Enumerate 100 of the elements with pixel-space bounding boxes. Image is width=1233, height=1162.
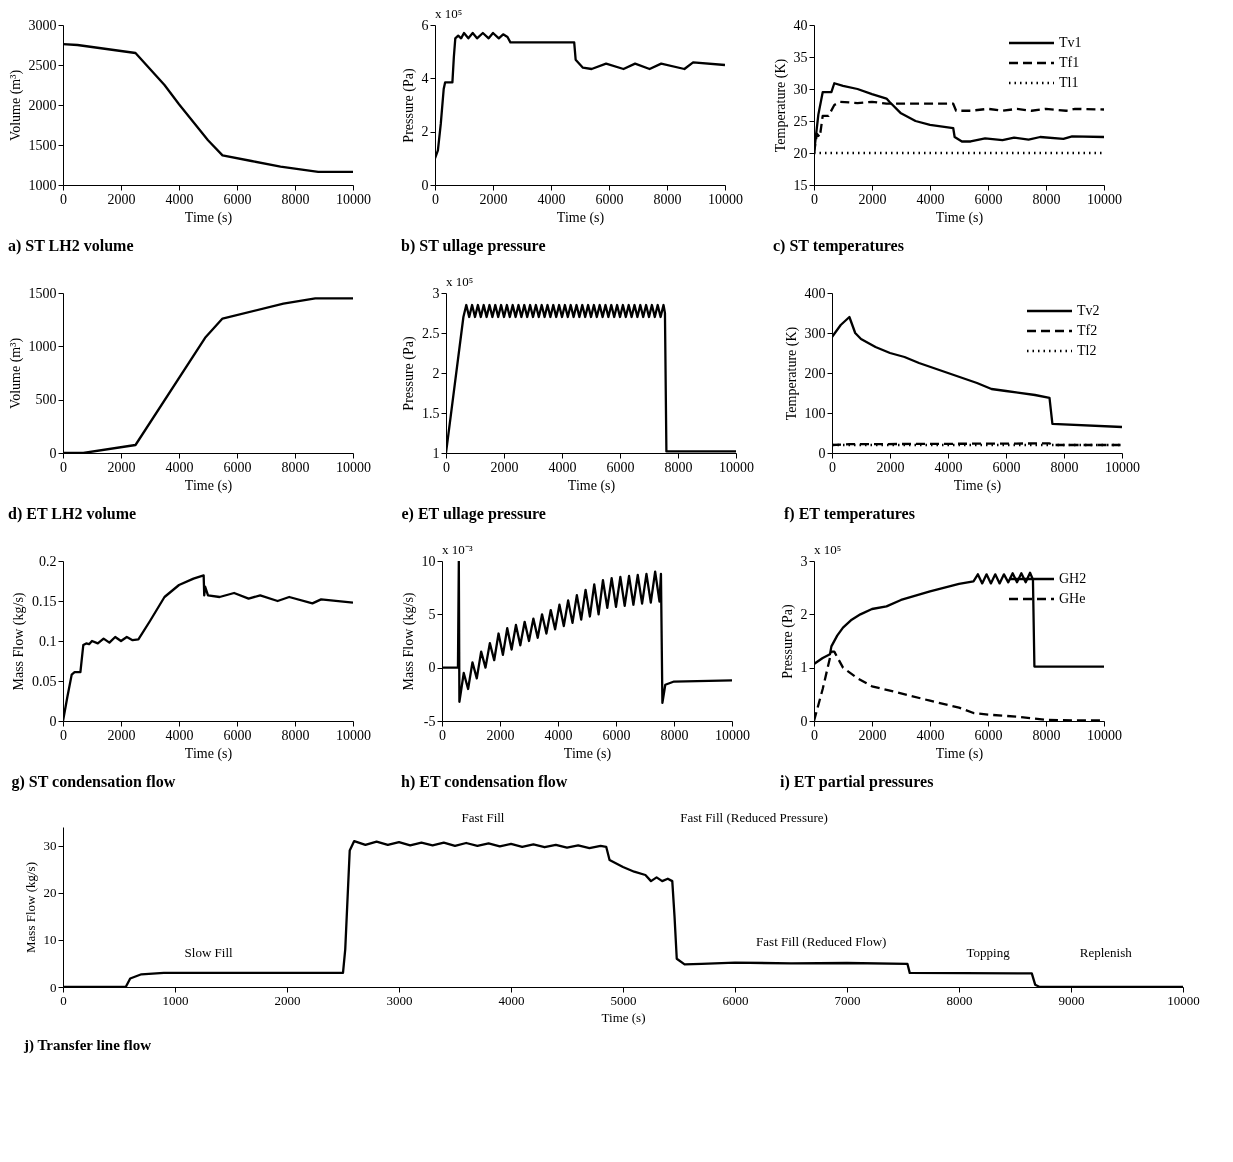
y-tick-label: 0 xyxy=(49,713,57,729)
y-tick-label: 1000 xyxy=(28,177,57,193)
y-axis-title: Pressure (Pa) xyxy=(401,336,417,411)
y-tick-label: 10 xyxy=(43,932,57,948)
x-tick-label: 10000 xyxy=(708,191,743,207)
y-tick-label: 100 xyxy=(804,405,826,421)
x-tick-label: 10000 xyxy=(336,727,371,743)
y-tick-label: 40 xyxy=(793,17,808,33)
x-axis-title: Time (s) xyxy=(556,209,605,226)
y-tick-label: 6 xyxy=(421,17,429,33)
x-tick-label: 9000 xyxy=(1058,992,1085,1008)
y-tick-label: 3 xyxy=(432,285,440,301)
text: a) ST LH2 volume xyxy=(8,237,134,255)
x-tick-label: 4000 xyxy=(548,459,577,475)
y-tick-label: 20 xyxy=(793,145,808,161)
x-axis-title: Time (s) xyxy=(184,745,233,762)
x-tick-label: 8000 xyxy=(660,727,689,743)
y-tick-label: 2 xyxy=(800,606,808,622)
y-tick-label: 3 xyxy=(800,553,808,569)
y-tick-label: 30 xyxy=(43,838,57,854)
x-tick-label: 6000 xyxy=(223,727,252,743)
y-tick-label: 2.5 xyxy=(422,325,440,341)
x-tick-label: 8000 xyxy=(664,459,693,475)
x-tick-label: 10000 xyxy=(1087,191,1122,207)
x-tick-label: 10000 xyxy=(715,727,750,743)
x-tick-label: 0 xyxy=(60,191,67,207)
x-tick-label: 6000 xyxy=(602,727,631,743)
y-tick-label: 0 xyxy=(49,445,57,461)
legend-label: Tf2 xyxy=(1077,323,1098,338)
y-axis-title: Temperature (K) xyxy=(783,326,800,421)
x-tick-label: 0 xyxy=(829,459,836,475)
x-tick-label: 0 xyxy=(60,992,67,1008)
x-tick-label: 7000 xyxy=(834,992,861,1008)
y-axis-title: Volume (m³) xyxy=(7,337,24,410)
legend-label: Tl1 xyxy=(1059,75,1079,90)
x-tick-label: 8000 xyxy=(1032,191,1061,207)
text: e) ET ullage pressure xyxy=(401,505,546,523)
text: Fast Fill (Reduced Pressure) xyxy=(680,810,828,826)
x-tick-label: 2000 xyxy=(274,992,301,1008)
y-axis-title: Mass Flow (kg/s) xyxy=(11,592,27,691)
text: Fast Fill xyxy=(461,810,505,826)
y-tick-label: 1500 xyxy=(28,137,57,153)
y-tick-label: 200 xyxy=(804,365,826,381)
x-tick-label: 8000 xyxy=(653,191,682,207)
x-tick-label: 2000 xyxy=(479,191,508,207)
y-tick-label: 3000 xyxy=(28,17,57,33)
x-axis-title: Time (s) xyxy=(184,477,233,494)
x-tick-label: 8000 xyxy=(281,459,310,475)
x-axis-title: Time (s) xyxy=(567,477,616,494)
y-tick-label: 15 xyxy=(793,177,808,193)
y-axis-title: Mass Flow (kg/s) xyxy=(22,861,38,954)
y-tick-label: 25 xyxy=(793,113,808,129)
y-tick-label: 0.2 xyxy=(39,553,57,569)
x-tick-label: 6000 xyxy=(992,459,1021,475)
y-tick-label: 1000 xyxy=(28,338,57,354)
x-tick-label: 6000 xyxy=(974,727,1003,743)
y-tick-label: 0.05 xyxy=(32,673,57,689)
x-tick-label: 2000 xyxy=(107,191,136,207)
x-tick-label: 4000 xyxy=(934,459,963,475)
x-tick-label: 4000 xyxy=(498,992,525,1008)
legend-label: GH2 xyxy=(1059,571,1087,586)
y-tick-label: 1 xyxy=(432,445,440,461)
text: x 10⁵ xyxy=(814,542,842,557)
x-tick-label: 0 xyxy=(60,459,67,475)
x-tick-label: 0 xyxy=(443,459,450,475)
legend-label: Tf1 xyxy=(1059,55,1080,70)
x-tick-label: 8000 xyxy=(1032,727,1061,743)
y-tick-label: 0 xyxy=(421,177,429,193)
y-tick-label: 2000 xyxy=(28,97,57,113)
x-tick-label: 4000 xyxy=(537,191,566,207)
y-tick-label: 2 xyxy=(421,124,429,140)
text: j) Transfer line flow xyxy=(23,1037,152,1054)
x-tick-label: 1000 xyxy=(162,992,189,1008)
x-tick-label: 10000 xyxy=(1087,727,1122,743)
y-axis-title: Temperature (K) xyxy=(772,58,789,153)
x-tick-label: 8000 xyxy=(281,191,310,207)
x-axis-title: Time (s) xyxy=(184,209,233,226)
text: b) ST ullage pressure xyxy=(401,237,546,255)
x-tick-label: 2000 xyxy=(858,191,887,207)
x-tick-label: 10000 xyxy=(336,459,371,475)
x-axis-title: Time (s) xyxy=(563,745,612,762)
x-tick-label: 6000 xyxy=(595,191,624,207)
y-tick-label: 0 xyxy=(428,660,436,676)
x-tick-label: 10000 xyxy=(336,191,371,207)
y-tick-label: 300 xyxy=(804,325,826,341)
x-tick-label: 10000 xyxy=(719,459,754,475)
text: c) ST temperatures xyxy=(773,237,904,255)
y-tick-label: 2 xyxy=(432,365,440,381)
y-axis-title: Volume (m³) xyxy=(7,69,24,142)
y-tick-label: 5 xyxy=(428,606,436,622)
y-tick-label: 1 xyxy=(800,660,808,676)
x-tick-label: 10000 xyxy=(1105,459,1140,475)
x-axis-title: Time (s) xyxy=(935,209,984,226)
text: g) ST condensation flow xyxy=(11,773,176,791)
x-tick-label: 5000 xyxy=(610,992,637,1008)
text: x 10⁻³ xyxy=(442,542,473,557)
x-tick-label: 6000 xyxy=(722,992,749,1008)
x-axis-title: Time (s) xyxy=(935,745,984,762)
x-axis-title: Time (s) xyxy=(953,477,1002,494)
x-tick-label: 6000 xyxy=(223,459,252,475)
